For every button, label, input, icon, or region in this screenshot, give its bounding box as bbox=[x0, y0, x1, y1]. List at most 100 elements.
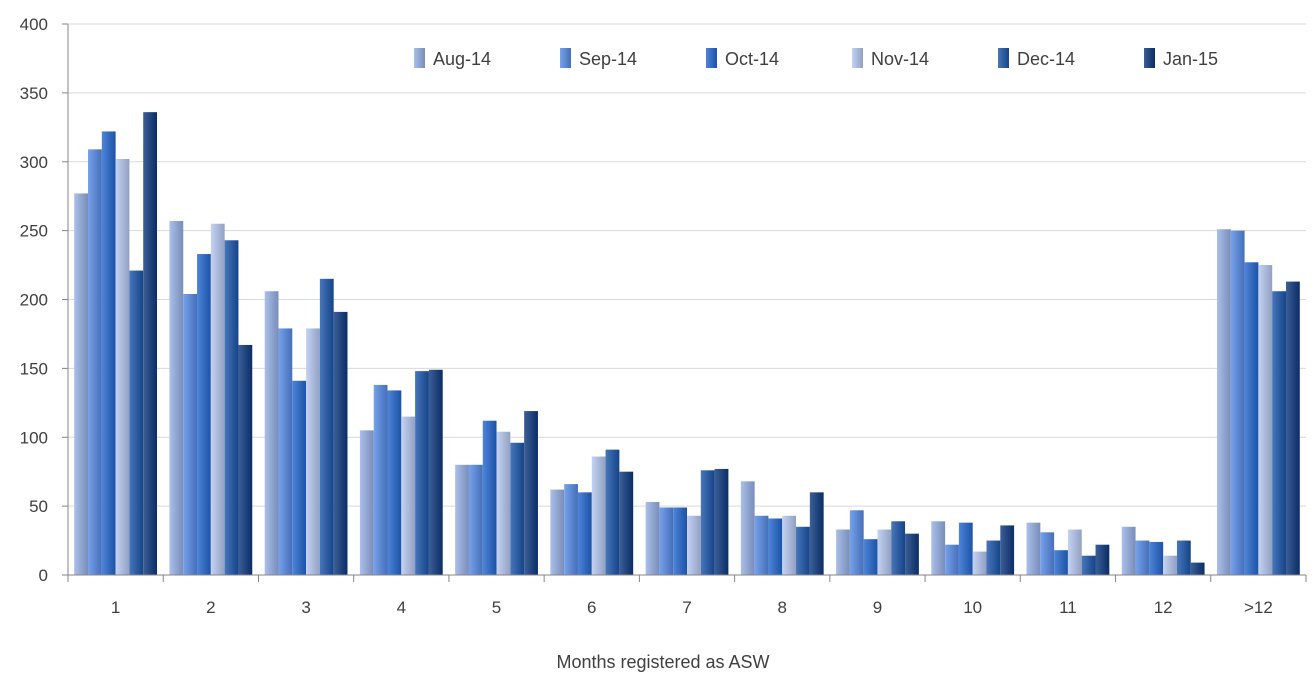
bar-sep-14-9 bbox=[849, 510, 864, 575]
bar-oct-14-9 bbox=[863, 539, 878, 575]
bar-aug-14-9 bbox=[836, 529, 850, 575]
bar-sep-14-4 bbox=[373, 384, 388, 575]
bar-sep-14-2 bbox=[183, 293, 198, 575]
y-tick-label: 250 bbox=[20, 222, 48, 241]
y-tick-label: 200 bbox=[20, 291, 48, 310]
legend-swatch bbox=[998, 48, 1009, 68]
bar-dec-14-12 bbox=[1176, 540, 1191, 575]
x-tick-label: 9 bbox=[873, 598, 882, 617]
bar-jan-15-4 bbox=[428, 369, 443, 575]
x-tick-label: 11 bbox=[1059, 598, 1077, 617]
bar-oct-14-4 bbox=[387, 390, 402, 575]
y-tick-label: 300 bbox=[20, 153, 48, 172]
bar-sep-14-5 bbox=[468, 464, 483, 575]
legend-label: Aug-14 bbox=[433, 49, 491, 69]
bar-dec-14-9 bbox=[891, 521, 906, 575]
bar-nov-14-2 bbox=[210, 223, 225, 576]
bar-jan-15-1 bbox=[143, 112, 158, 575]
bar-dec-14-2 bbox=[224, 240, 239, 575]
bar-sep-14-8 bbox=[754, 515, 769, 575]
y-tick-label: 400 bbox=[20, 15, 48, 34]
bar-jan-15-12 bbox=[1190, 562, 1205, 575]
bar-nov-14-5 bbox=[496, 431, 511, 575]
bar-dec-14-11 bbox=[1081, 555, 1096, 575]
y-tick-label: 50 bbox=[29, 497, 48, 516]
bar-oct-14->12 bbox=[1244, 262, 1259, 575]
x-tick-label: 12 bbox=[1154, 598, 1173, 617]
legend-label: Oct-14 bbox=[725, 49, 779, 69]
bar-sep-14-3 bbox=[278, 328, 293, 575]
bar-nov-14-6 bbox=[591, 456, 606, 575]
legend: Aug-14 Sep-14 Oct-14 Nov-14 Dec-14 Jan-15 bbox=[414, 48, 1218, 69]
bar-nov-14-3 bbox=[306, 328, 320, 575]
bar-oct-14-7 bbox=[673, 507, 687, 575]
legend-swatch bbox=[414, 48, 425, 68]
legend-label: Jan-15 bbox=[1163, 49, 1218, 69]
bars bbox=[74, 112, 1300, 576]
bar-oct-14-8 bbox=[768, 518, 783, 575]
gridlines bbox=[68, 23, 1306, 507]
bar-oct-14-1 bbox=[101, 131, 116, 575]
bar-jan-15-2 bbox=[238, 344, 253, 575]
x-tick-label: 8 bbox=[777, 598, 786, 617]
bar-jan-15-7 bbox=[714, 468, 729, 575]
x-tick-label: >12 bbox=[1244, 598, 1273, 617]
x-tick-label: 2 bbox=[206, 598, 215, 617]
bar-aug-14-4 bbox=[359, 430, 374, 575]
bar-sep-14-6 bbox=[564, 484, 578, 575]
bar-nov-14-10 bbox=[972, 551, 987, 575]
bar-aug-14-2 bbox=[169, 220, 184, 576]
x-tick-label: 1 bbox=[111, 598, 120, 617]
legend-swatch bbox=[706, 48, 717, 68]
bar-nov-14-11 bbox=[1067, 529, 1082, 575]
bar-jan-15->12 bbox=[1285, 281, 1300, 575]
bar-nov-14-1 bbox=[115, 158, 130, 575]
bar-oct-14-6 bbox=[577, 492, 592, 575]
bar-oct-14-12 bbox=[1149, 541, 1164, 575]
bar-dec-14-8 bbox=[796, 526, 810, 575]
legend-label: Sep-14 bbox=[579, 49, 637, 69]
bar-aug-14-8 bbox=[740, 481, 755, 575]
bar-nov-14-9 bbox=[877, 529, 892, 575]
x-tick-label: 6 bbox=[587, 598, 596, 617]
bar-aug-14-1 bbox=[74, 193, 89, 575]
bar-aug-14-11 bbox=[1026, 522, 1041, 575]
bar-jan-15-3 bbox=[333, 311, 348, 575]
bar-sep-14-11 bbox=[1040, 532, 1055, 575]
bar-dec-14-10 bbox=[986, 540, 1001, 575]
bar-jan-15-8 bbox=[809, 492, 824, 575]
bar-aug-14-5 bbox=[455, 464, 469, 575]
bar-nov-14-8 bbox=[782, 515, 797, 575]
bar-dec-14-4 bbox=[415, 371, 429, 575]
y-tick-label: 150 bbox=[20, 359, 48, 378]
bar-jan-15-6 bbox=[619, 471, 634, 575]
bar-aug-14-7 bbox=[645, 501, 660, 575]
x-axis-title: Months registered as ASW bbox=[556, 652, 769, 672]
legend-label: Nov-14 bbox=[871, 49, 929, 69]
legend-swatch bbox=[1144, 48, 1155, 68]
bar-aug-14-12 bbox=[1121, 526, 1136, 575]
bar-aug-14-3 bbox=[264, 291, 279, 575]
bar-aug-14-10 bbox=[931, 521, 946, 575]
bar-oct-14-3 bbox=[292, 380, 307, 575]
bar-dec-14-1 bbox=[129, 270, 144, 575]
bar-sep-14-1 bbox=[88, 149, 102, 576]
bar-jan-15-10 bbox=[1000, 525, 1015, 575]
legend-swatch bbox=[560, 48, 571, 68]
bar-sep-14-10 bbox=[945, 544, 959, 575]
bar-dec-14-3 bbox=[319, 278, 334, 575]
legend-label: Dec-14 bbox=[1017, 49, 1075, 69]
bar-dec-14->12 bbox=[1272, 291, 1286, 575]
bar-jan-15-5 bbox=[524, 411, 538, 575]
bar-sep-14->12 bbox=[1230, 230, 1245, 575]
y-tick-label: 350 bbox=[20, 84, 48, 103]
bar-sep-14-12 bbox=[1135, 540, 1150, 575]
bar-oct-14-2 bbox=[197, 254, 211, 576]
bar-nov-14-7 bbox=[687, 515, 701, 575]
bar-jan-15-9 bbox=[905, 533, 919, 575]
y-tick-label: 100 bbox=[20, 428, 48, 447]
x-tick-label: 7 bbox=[682, 598, 691, 617]
